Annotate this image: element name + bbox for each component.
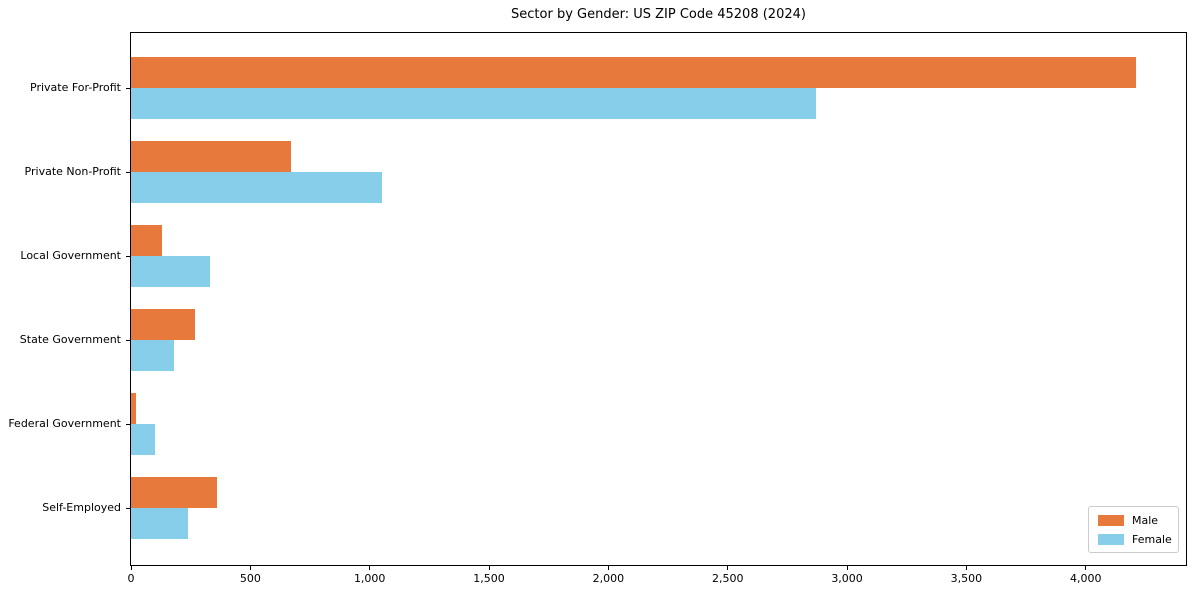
legend-item-female: Female xyxy=(1098,533,1172,546)
legend-swatch-male xyxy=(1098,515,1124,526)
x-tick-label: 1,000 xyxy=(353,572,386,585)
x-tick-mark xyxy=(846,566,848,570)
x-tick-label: 2,500 xyxy=(711,572,744,585)
y-tick-mark xyxy=(126,424,130,425)
bar-female-3 xyxy=(131,340,174,371)
y-tick-mark xyxy=(126,172,130,173)
bar-male-1 xyxy=(131,141,291,172)
x-tick-label: 3,500 xyxy=(950,572,983,585)
y-tick-label: Private Non-Profit xyxy=(24,165,121,178)
bar-female-5 xyxy=(131,508,189,539)
bar-female-4 xyxy=(131,424,155,455)
legend-swatch-female xyxy=(1098,534,1124,545)
x-tick-mark xyxy=(727,566,729,570)
bar-male-2 xyxy=(131,225,163,256)
legend-label: Male xyxy=(1132,514,1159,527)
y-tick-mark xyxy=(126,508,130,509)
y-tick-label: Federal Government xyxy=(8,417,121,430)
x-tick-mark xyxy=(607,566,609,570)
y-tick-label: State Government xyxy=(19,333,121,346)
y-tick-mark xyxy=(126,256,130,257)
y-tick-mark xyxy=(126,340,130,341)
legend-label: Female xyxy=(1132,533,1172,546)
bar-female-0 xyxy=(131,88,817,119)
x-tick-mark xyxy=(965,566,967,570)
bar-male-5 xyxy=(131,477,217,508)
plot-area xyxy=(130,32,1187,566)
y-tick-label: Local Government xyxy=(20,249,121,262)
y-tick-label: Self-Employed xyxy=(42,501,121,514)
legend: Male Female xyxy=(1088,506,1179,553)
x-tick-mark xyxy=(488,566,490,570)
x-tick-mark xyxy=(369,566,371,570)
x-tick-label: 4,000 xyxy=(1070,572,1102,585)
x-tick-label: 3,000 xyxy=(831,572,863,585)
bar-male-0 xyxy=(131,57,1136,88)
x-tick-label: 2,000 xyxy=(592,572,625,585)
bar-male-3 xyxy=(131,309,196,340)
bar-female-2 xyxy=(131,256,210,287)
x-tick-mark xyxy=(249,566,251,570)
chart-title: Sector by Gender: US ZIP Code 45208 (202… xyxy=(511,7,806,22)
legend-item-male: Male xyxy=(1098,514,1170,527)
x-tick-label: 500 xyxy=(239,572,261,585)
x-tick-mark xyxy=(1085,566,1087,570)
bar-male-4 xyxy=(131,393,136,424)
bar-female-1 xyxy=(131,172,382,203)
x-tick-label: 1,500 xyxy=(473,572,505,585)
y-tick-mark xyxy=(126,88,130,89)
x-tick-mark xyxy=(130,566,132,570)
y-tick-label: Private For-Profit xyxy=(30,81,121,94)
x-tick-label: 0 xyxy=(127,572,135,585)
